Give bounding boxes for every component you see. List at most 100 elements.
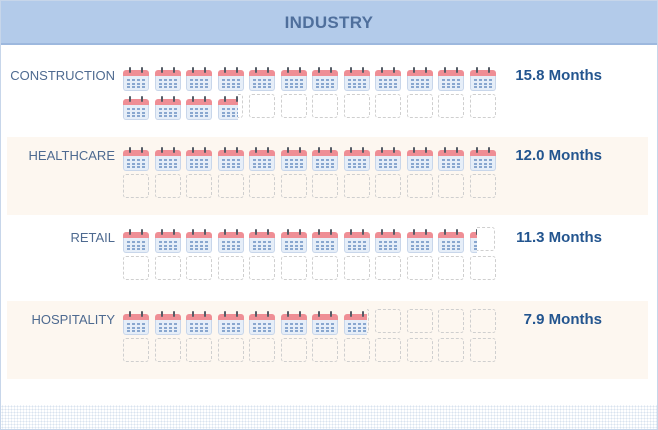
month-slot (375, 227, 401, 253)
month-slot (123, 145, 149, 171)
month-slot (375, 256, 401, 280)
empty-slot-remainder (238, 94, 244, 118)
month-slot (406, 309, 433, 333)
month-slot (249, 309, 275, 335)
calendar-icon (280, 147, 307, 171)
month-slot (438, 145, 464, 171)
month-slot (312, 227, 338, 253)
month-slot (343, 309, 370, 335)
calendar-icon (469, 147, 496, 171)
month-slot (154, 338, 181, 362)
calendar-icon (217, 229, 244, 253)
month-slot (343, 65, 370, 91)
calendar-grid (123, 57, 503, 135)
month-slot (154, 227, 181, 253)
calendar-icon (438, 67, 464, 91)
calendar-icon (186, 311, 212, 335)
month-slot (280, 145, 307, 171)
month-slot (312, 94, 338, 118)
calendar-icon (123, 229, 149, 253)
month-slot (217, 256, 244, 280)
calendar-icon (186, 67, 212, 91)
month-slot (217, 65, 244, 91)
calendar-icon (406, 229, 433, 253)
month-slot (312, 309, 338, 335)
month-slot (186, 65, 212, 91)
month-slot (154, 94, 181, 120)
chart-title: INDUSTRY (284, 13, 374, 32)
industry-row: HEALTHCARE 12.0 Months (7, 137, 648, 215)
months-value-label: 12.0 Months (515, 147, 602, 164)
calendar-icon (469, 67, 496, 91)
calendar-icon (154, 229, 181, 253)
calendar-icon (438, 147, 464, 171)
month-slot (406, 227, 433, 253)
month-slot (186, 94, 212, 120)
month-slot (123, 174, 149, 198)
month-slot (186, 338, 212, 362)
months-value-label: 7.9 Months (523, 311, 602, 328)
month-slot (249, 94, 275, 118)
months-value-label: 11.3 Months (516, 229, 602, 246)
month-slot (406, 174, 433, 198)
calendar-icon (343, 311, 367, 335)
month-slot (438, 94, 464, 118)
month-slot (343, 256, 370, 280)
month-slot (312, 256, 338, 280)
month-slot (280, 174, 307, 198)
industry-label: CONSTRUCTION (10, 68, 115, 83)
calendar-icon (406, 147, 433, 171)
month-slot (312, 145, 338, 171)
industry-label: HEALTHCARE (28, 148, 115, 163)
month-slot (375, 309, 401, 333)
month-slot (343, 94, 370, 118)
calendar-grid (123, 137, 503, 215)
empty-slot-remainder (477, 227, 496, 251)
months-value-label: 15.8 Months (515, 67, 602, 84)
calendar-icon (186, 147, 212, 171)
calendar-icon (469, 229, 478, 253)
month-slot (343, 227, 370, 253)
month-slot (312, 174, 338, 198)
month-slot (186, 227, 212, 253)
calendar-icon (154, 311, 181, 335)
month-slot (438, 65, 464, 91)
month-slot (469, 145, 496, 171)
month-slot (154, 145, 181, 171)
month-slot (469, 65, 496, 91)
month-slot (406, 94, 433, 118)
calendar-grid (123, 301, 503, 379)
month-slot (186, 256, 212, 280)
calendar-icon (123, 96, 149, 120)
month-slot (438, 256, 464, 280)
calendar-icon (217, 67, 244, 91)
calendar-icon (217, 311, 244, 335)
month-slot (123, 65, 149, 91)
calendar-icon (343, 67, 370, 91)
month-slot (249, 338, 275, 362)
month-slot (123, 227, 149, 253)
calendar-icon (406, 67, 433, 91)
month-slot (469, 227, 496, 253)
month-slot (249, 227, 275, 253)
month-slot (249, 174, 275, 198)
calendar-icon (312, 311, 338, 335)
calendar-icon (375, 229, 401, 253)
month-slot (217, 145, 244, 171)
month-slot (469, 174, 496, 198)
calendar-icon (312, 67, 338, 91)
month-slot (217, 309, 244, 335)
calendar-icon (154, 147, 181, 171)
month-slot (123, 309, 149, 335)
month-slot (123, 94, 149, 120)
month-slot (280, 309, 307, 335)
calendar-icon (343, 147, 370, 171)
month-slot (154, 65, 181, 91)
month-slot (123, 256, 149, 280)
calendar-icon (280, 67, 307, 91)
month-slot (217, 338, 244, 362)
calendar-icon (312, 229, 338, 253)
month-slot (375, 65, 401, 91)
calendar-grid (123, 219, 503, 297)
chart-header: INDUSTRY (1, 1, 657, 45)
